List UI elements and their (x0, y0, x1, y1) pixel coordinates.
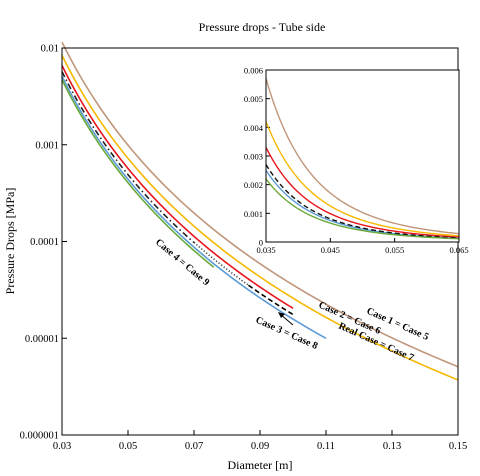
y-tick-label: 0.0001 (30, 237, 59, 248)
y-tick-label: 0.001 (35, 140, 59, 151)
annotation-arrow-head (278, 312, 285, 318)
y-tick-label: 0.000001 (20, 431, 59, 442)
series-line-c4 (61, 71, 195, 244)
y-tick-label: 0.006 (244, 66, 263, 76)
x-tick-label: 0.15 (449, 441, 467, 452)
series-line-c5 (247, 284, 294, 316)
x-tick-label: 0.09 (251, 441, 269, 452)
x-tick-label: 0.03 (53, 441, 71, 452)
x-tick-label: 0.055 (385, 245, 404, 255)
series-line-i7 (265, 178, 460, 240)
series-line-c1 (61, 41, 459, 368)
y-axis-label: Pressure Drops [MPa] (3, 188, 17, 295)
series-line-i2 (265, 121, 460, 237)
x-tick-label: 0.065 (449, 245, 468, 255)
series-annotations: Case 1 = Case 5 Case 2 = Case 6 Real Cas… (153, 237, 430, 364)
inset-tick-labels: 0.035 0.045 0.055 0.065 0 0.001 0.002 0.003 0.00… (244, 66, 469, 256)
x-tick-label: 0.05 (119, 441, 137, 452)
y-tick-label: 0.001 (244, 209, 263, 219)
x-tick-label: 0.035 (256, 245, 275, 255)
y-tick-label: 0 (259, 238, 263, 248)
x-tick-label: 0.11 (317, 441, 335, 452)
y-tick-label: 0.002 (244, 180, 263, 190)
inset-background (266, 70, 459, 242)
annotation-arrow (278, 312, 294, 326)
series-line-i3 (265, 147, 460, 238)
y-tick-label: 0.003 (244, 152, 263, 162)
x-tick-label: 0.13 (383, 441, 401, 452)
series-line-c2 (61, 54, 459, 381)
x-tick-label: 0.045 (321, 245, 340, 255)
series-line-c3 (61, 65, 294, 309)
x-axis-label: Diameter [m] (228, 458, 293, 472)
x-tick-label: 0.07 (185, 441, 203, 452)
series-line-c7 (61, 79, 215, 268)
inset-plot-frame (265, 69, 460, 243)
chart-title: Pressure drops - Tube side (199, 20, 326, 34)
y-tick-label: 0.004 (244, 123, 264, 133)
series-line-c4b (193, 241, 249, 286)
series-line-c6 (61, 75, 327, 340)
y-tick-label: 0.005 (244, 94, 263, 104)
inset-series (265, 78, 460, 240)
annotation-case3-case8: Case 3 = Case 8 (254, 315, 320, 352)
main-series (61, 41, 459, 381)
series-line-i1 (265, 78, 460, 235)
series-line-i4 (265, 164, 460, 239)
y-tick-label: 0.01 (41, 44, 59, 55)
y-tick-label: 0.00001 (25, 334, 59, 345)
main-tick-labels: 0.03 0.05 0.07 0.09 0.11 0.13 0.15 0.000001 0.00… (20, 44, 468, 453)
